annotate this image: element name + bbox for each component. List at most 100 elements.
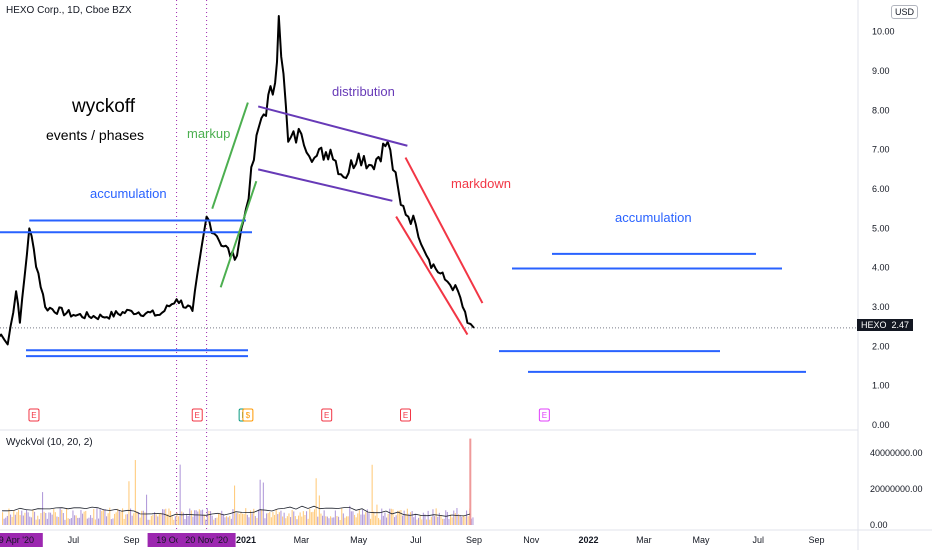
volume-bar — [278, 512, 280, 525]
volume-pane — [2, 438, 474, 525]
volume-bar — [117, 508, 119, 525]
volume-bar — [314, 509, 316, 525]
accumulation-right-label: accumulation — [615, 210, 692, 225]
volume-bar — [222, 513, 224, 525]
x-tick-label: Jul — [68, 535, 80, 545]
volume-bar — [432, 509, 434, 525]
volume-bar — [235, 513, 237, 525]
volume-bar — [18, 509, 20, 525]
volume-bar — [114, 513, 116, 525]
volume-bar — [146, 494, 148, 525]
volume-bar — [213, 519, 215, 525]
volume-bar — [440, 515, 442, 525]
volume-bar — [254, 516, 256, 525]
event-marker-box — [242, 408, 254, 422]
volume-bar — [176, 512, 178, 525]
volume-bar — [253, 508, 255, 525]
volume-bar — [298, 515, 300, 525]
currency-button[interactable]: USD — [890, 5, 918, 19]
volume-bar — [434, 516, 436, 525]
volume-bar — [43, 511, 45, 525]
volume-bar — [398, 510, 400, 525]
event-marker: E — [400, 408, 412, 422]
event-marker: E — [28, 408, 40, 422]
volume-bar — [310, 512, 312, 525]
x-tick-label: Mar — [294, 535, 310, 545]
event-marker-box — [538, 408, 550, 422]
volume-bar — [190, 510, 192, 525]
volume-bar — [261, 509, 263, 525]
volume-bar — [458, 514, 460, 525]
event-marker-label: E — [542, 411, 547, 420]
volume-bar — [394, 517, 396, 525]
x-tick-label: May — [693, 535, 711, 545]
volume-indicator-title[interactable]: WyckVol (10, 20, 2) — [6, 437, 93, 448]
volume-bar — [154, 512, 156, 525]
markup-label: markup — [187, 126, 231, 141]
volume-bar — [122, 508, 124, 525]
volume-bar — [5, 517, 7, 525]
volume-bar — [14, 514, 16, 525]
volume-bar — [62, 513, 64, 525]
volume-bar — [232, 509, 234, 525]
volume-bar — [45, 512, 47, 525]
volume-bar — [165, 508, 167, 525]
volume-bar — [450, 514, 452, 525]
event-marker: E — [191, 408, 203, 422]
price-axis-panel — [858, 0, 932, 550]
volume-bar — [234, 485, 236, 525]
volume-bar — [251, 513, 253, 525]
x-highlight-tick-label: 9 Apr '20 — [0, 535, 34, 545]
volume-bar — [362, 509, 364, 525]
volume-bar — [77, 517, 79, 525]
volume-bar — [371, 464, 373, 525]
volume-bar — [266, 513, 268, 525]
y-tick-label: 10.00 — [872, 27, 895, 37]
volume-bar — [179, 464, 181, 525]
y-tick-label: 2.00 — [872, 341, 890, 351]
volume-bar — [384, 512, 386, 525]
x-tick-label: May — [350, 535, 368, 545]
volume-bar — [264, 518, 266, 525]
volume-y-tick-label: 40000000.00 — [870, 448, 923, 458]
last-price-label: HEXO 2.47 — [857, 319, 914, 331]
price-pane: EEE$EEE — [0, 0, 858, 530]
volume-bar — [210, 511, 212, 525]
volume-bar — [26, 509, 28, 525]
volume-bar — [424, 514, 426, 525]
volume-bar — [467, 516, 469, 525]
volume-bar — [318, 495, 320, 525]
volume-bar — [416, 519, 418, 525]
volume-bar — [395, 515, 397, 525]
volume-bar — [294, 516, 296, 525]
last-price-value: 2.47 — [891, 320, 910, 330]
volume-bar — [336, 515, 338, 525]
volume-bar — [315, 478, 317, 525]
volume-bar — [8, 508, 10, 525]
volume-bar — [427, 510, 429, 525]
volume-bar — [446, 511, 448, 525]
volume-bar — [150, 515, 152, 525]
event-marker-label: E — [31, 411, 36, 420]
volume-bar — [94, 519, 96, 525]
y-tick-label: 5.00 — [872, 223, 890, 233]
volume-bar — [131, 515, 133, 525]
accumulation-left-label: accumulation — [90, 186, 167, 201]
volume-bar — [307, 518, 309, 525]
volume-bar — [198, 509, 200, 525]
ticker-symbol: HEXO — [861, 320, 887, 330]
volume-bar — [422, 512, 424, 525]
volume-bar — [13, 510, 15, 525]
volume-bar — [355, 517, 357, 525]
volume-bar — [400, 509, 402, 525]
volume-bar — [274, 514, 276, 525]
volume-bar — [334, 510, 336, 525]
volume-bar — [144, 512, 146, 525]
volume-bar — [370, 518, 372, 525]
x-tick-label: Jul — [410, 535, 422, 545]
volume-bar — [403, 510, 405, 525]
volume-bar — [352, 511, 354, 525]
volume-bar — [69, 518, 71, 525]
x-highlight-tick-label: 20 Nov '20 — [185, 535, 228, 545]
